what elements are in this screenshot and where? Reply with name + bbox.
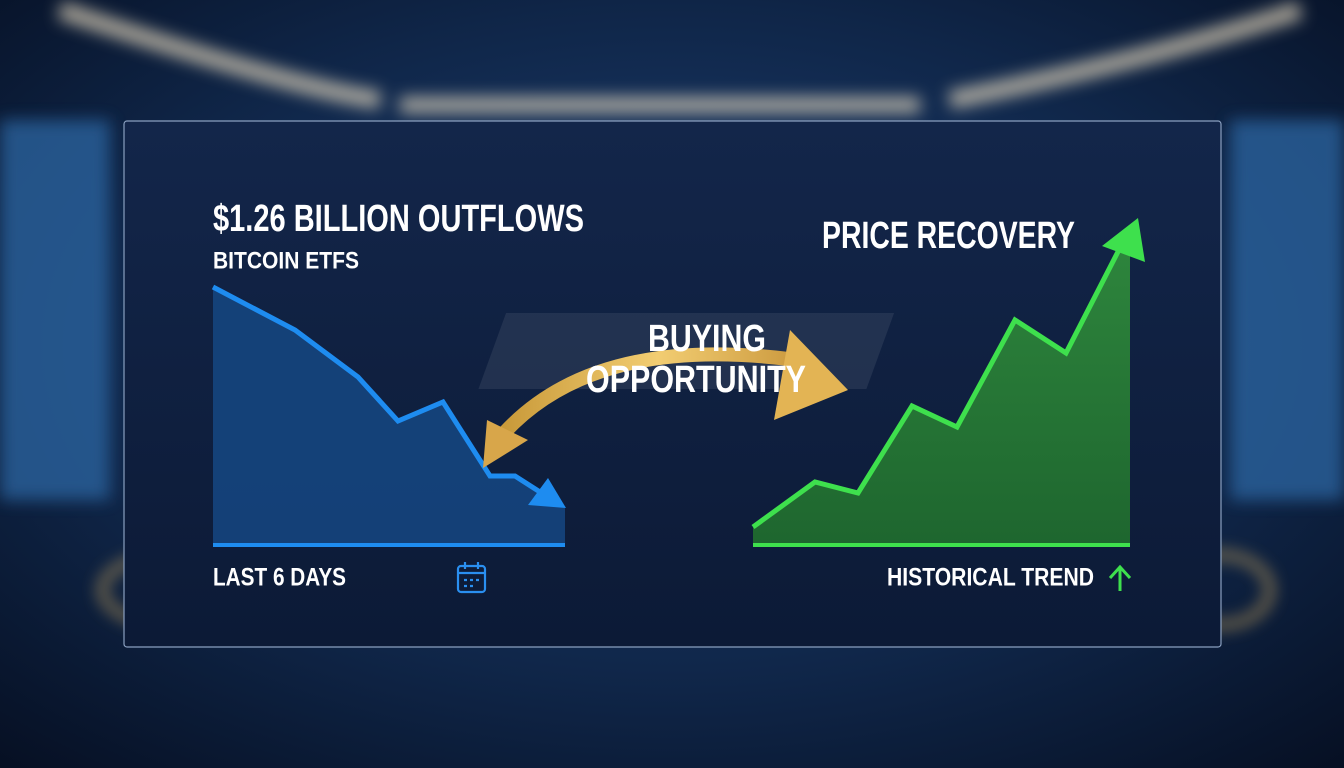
gold-arc: [499, 347, 812, 437]
outflow-area: [213, 287, 565, 545]
center-line-1: BUYING: [648, 318, 766, 360]
right-caption: HISTORICAL TREND: [887, 564, 1094, 592]
outflow-arrowhead: [528, 478, 566, 508]
center-line-2: OPPORTUNITY: [586, 359, 806, 401]
outflow-line: [211, 284, 542, 495]
up-arrow-icon: [1108, 564, 1132, 591]
right-title: PRICE RECOVERY: [822, 215, 1075, 257]
calendar-icon: [456, 562, 487, 594]
gold-arrowhead-left: [483, 420, 528, 468]
recovery-area: [753, 245, 1130, 545]
headline-subtitle: BITCOIN ETFS: [213, 247, 359, 274]
recovery-arrowhead: [1102, 218, 1145, 262]
headline-title: $1.26 BILLION OUTFLOWS: [213, 198, 584, 240]
left-caption: LAST 6 DAYS: [213, 564, 346, 592]
recovery-line: [751, 238, 1127, 530]
gold-arrowhead-right: [774, 330, 848, 420]
